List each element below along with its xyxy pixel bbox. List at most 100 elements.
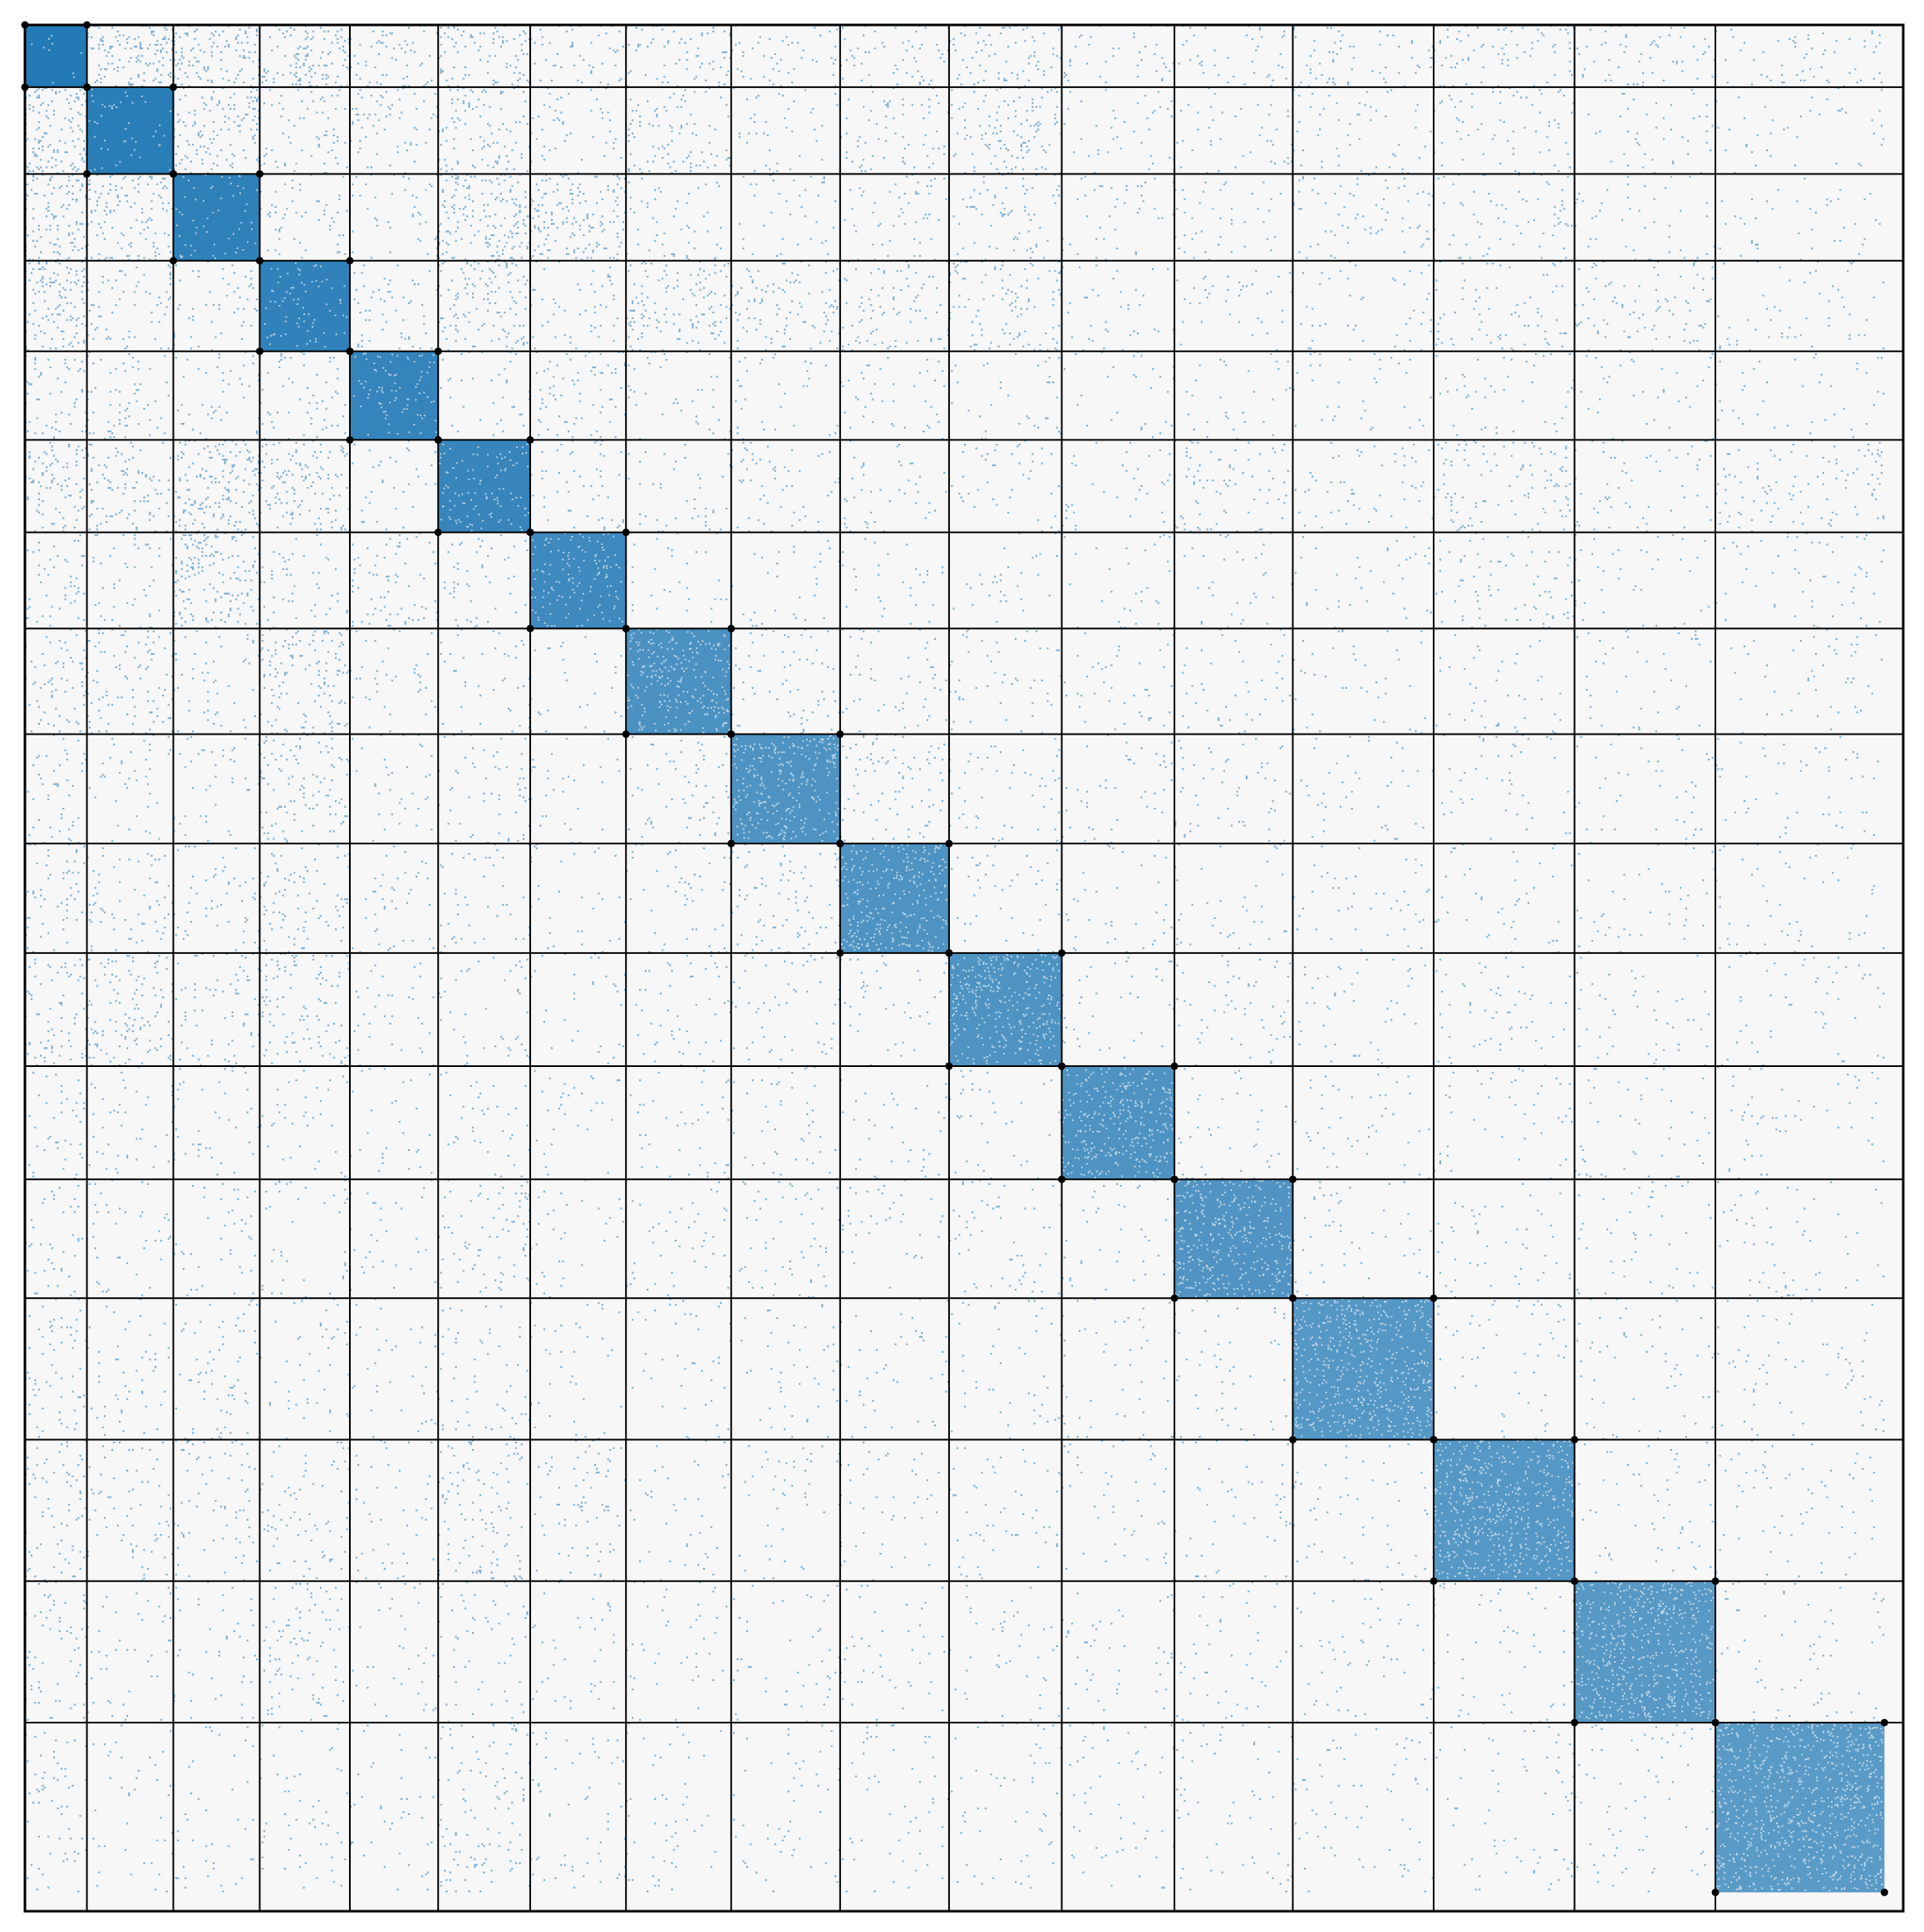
block-corner-marker-15-1	[1711, 1577, 1720, 1585]
offdiag-points-block-3-15	[1574, 260, 1714, 351]
diagonal-block-gaps-11	[1061, 1067, 1174, 1179]
diagonal-block-4	[349, 351, 439, 440]
block-corner-marker-2-0	[170, 170, 178, 178]
offdiag-points-block-9-3	[259, 843, 350, 953]
block-corner-marker-7-1	[727, 624, 736, 632]
offdiag-points-block-11-9	[839, 1079, 947, 1180]
offdiag-points-block-12-10	[948, 1179, 1062, 1295]
block-corner-marker-11-1	[1170, 1062, 1179, 1070]
offdiag-points-block-0-5	[438, 25, 530, 87]
block-corner-marker-8-0	[727, 730, 736, 739]
offdiag-points-block-4-6	[535, 351, 627, 439]
block-corner-marker-16-1	[1880, 1718, 1888, 1727]
offdiag-points-block-15-10	[948, 1585, 1062, 1723]
diagonal-block-8	[731, 734, 840, 844]
offdiag-points-block-2-3	[259, 174, 348, 259]
diagonal-block-15	[1574, 1581, 1715, 1723]
offdiag-points-layer	[25, 25, 1885, 1893]
offdiag-points-block-14-6	[534, 1439, 627, 1581]
offdiag-points-block-6-14	[1435, 532, 1575, 629]
block-corner-marker-10-2	[945, 1062, 953, 1070]
block-corner-markers	[21, 21, 1888, 1896]
diagonal-block-11	[1061, 1066, 1175, 1180]
offdiag-points-block-10-5	[438, 956, 530, 1066]
block-corner-marker-8-1	[836, 730, 844, 739]
block-corner-marker-3-1	[346, 257, 354, 265]
offdiag-points-block-8-3	[259, 734, 350, 844]
block-corner-marker-6-2	[526, 624, 534, 632]
block-corner-marker-13-2	[1289, 1436, 1297, 1443]
block-corner-marker-8-2	[727, 839, 736, 848]
block-corner-marker-7-0	[622, 624, 630, 632]
diagonal-block-gaps-10	[948, 953, 1060, 1064]
offdiag-points-block-1-14	[1434, 86, 1575, 175]
diagonal-block-0	[25, 25, 87, 87]
offdiag-points-block-2-13	[1292, 174, 1434, 259]
block-corner-marker-12-2	[1170, 1294, 1179, 1302]
diagonal-block-12	[1174, 1179, 1293, 1299]
offdiag-points-block-2-0	[25, 174, 87, 261]
diagonal-blocks-layer	[25, 25, 1885, 1893]
diagonal-block-16	[1715, 1723, 1885, 1893]
block-corner-marker-9-2	[836, 949, 844, 957]
offdiag-points-block-3-10	[948, 260, 1062, 351]
offdiag-points-block-5-12	[1174, 440, 1289, 533]
block-corner-marker-13-1	[1429, 1294, 1438, 1302]
block-corner-marker-14-0	[1429, 1436, 1438, 1443]
offdiag-points-block-10-15	[1576, 955, 1710, 1066]
block-corner-marker-16-2	[1711, 1888, 1720, 1896]
block-corner-marker-2-2	[170, 257, 178, 265]
offdiag-points-block-10-12	[1176, 955, 1292, 1066]
offdiag-points-block-4-9	[839, 356, 946, 440]
block-corner-marker-7-2	[622, 730, 630, 739]
offdiag-points-block-9-13	[1292, 845, 1430, 951]
offdiag-points-block-3-6	[529, 260, 619, 350]
block-corner-marker-5-0	[434, 435, 442, 444]
block-corner-marker-2-1	[256, 170, 263, 178]
offdiag-points-block-9-6	[529, 843, 627, 953]
offdiag-points-block-5-0	[25, 441, 87, 533]
block-corner-marker-10-0	[945, 949, 953, 957]
diagonal-block-5	[438, 440, 530, 533]
offdiag-points-block-1-5	[438, 86, 530, 172]
block-corner-marker-14-1	[1571, 1436, 1578, 1443]
block-corner-marker-4-1	[434, 347, 442, 356]
offdiag-points-block-0-3	[261, 25, 350, 87]
offdiag-points-block-0-10	[948, 25, 1062, 87]
offdiag-points-block-14-5	[438, 1439, 529, 1581]
offdiag-points-block-1-4	[350, 86, 439, 175]
block-corner-marker-4-0	[346, 347, 354, 356]
diagonal-block-gaps-0	[31, 35, 82, 84]
offdiag-points-block-1-16	[1715, 86, 1885, 175]
offdiag-points-block-16-4	[350, 1724, 436, 1890]
plot-frame	[23, 23, 1905, 1913]
block-corner-marker-9-0	[836, 839, 844, 848]
block-grid-lines	[25, 25, 1903, 1911]
diagonal-block-gaps-7	[627, 628, 731, 734]
offdiag-points-block-13-9	[839, 1298, 949, 1438]
block-corner-marker-9-1	[945, 839, 953, 848]
offdiag-points-block-6-0	[25, 533, 86, 627]
block-corner-marker-12-0	[1170, 1175, 1179, 1183]
offdiag-points-block-3-12	[1176, 270, 1293, 351]
block-corner-marker-16-3	[1880, 1888, 1888, 1896]
offdiag-points-block-1-10	[951, 86, 1062, 175]
diagonal-block-gaps-9	[840, 844, 947, 952]
block-corner-marker-3-0	[256, 257, 263, 265]
diagonal-block-9	[839, 843, 949, 953]
block-corner-marker-16-0	[1711, 1718, 1720, 1727]
offdiag-points-block-13-7	[632, 1298, 731, 1440]
block-corner-marker-1-0	[83, 83, 91, 91]
offdiag-points-block-5-1	[86, 441, 172, 533]
diagonal-block-10	[948, 952, 1062, 1067]
offdiag-points-block-5-16	[1715, 440, 1885, 533]
offdiag-points-block-2-5	[438, 174, 530, 261]
block-corner-marker-11-0	[1058, 1062, 1066, 1070]
offdiag-points-block-2-12	[1174, 181, 1282, 261]
offdiag-points-block-1-0	[25, 86, 87, 175]
block-corner-marker-4-2	[346, 435, 354, 444]
block-corner-marker-1-1	[170, 83, 178, 91]
offdiag-points-block-5-3	[259, 440, 350, 533]
offdiag-points-block-6-3	[259, 533, 348, 629]
